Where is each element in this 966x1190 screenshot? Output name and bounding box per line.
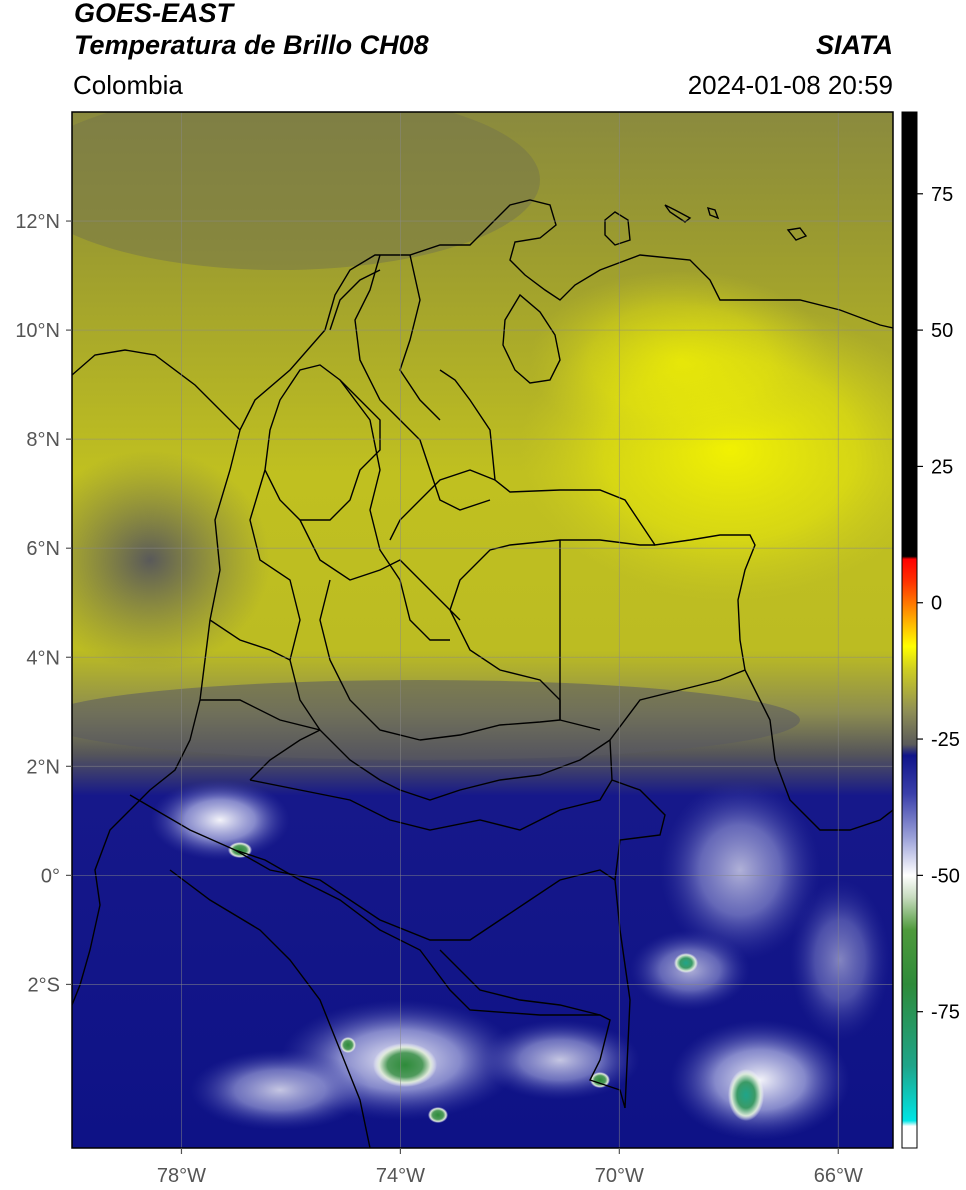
longitude-ticks: 78°W 74°W 70°W 66°W xyxy=(157,1148,863,1187)
lat-tick-label: 4°N xyxy=(26,647,60,669)
depto-3 xyxy=(399,254,441,421)
caribbean-coast xyxy=(72,199,893,432)
colorbar-tick-label: -75 xyxy=(931,1002,960,1024)
gridlines xyxy=(72,112,893,1148)
title-line2: Temperatura de Brillo CH08 xyxy=(74,30,429,60)
island-1 xyxy=(664,204,692,223)
depto-13 xyxy=(399,739,611,801)
southern-border xyxy=(129,794,626,1109)
lat-tick-label: 10°N xyxy=(15,320,60,342)
datetime-label: 2024-01-08 20:59 xyxy=(687,70,893,100)
colorbar-ticks: 75 50 25 0 -25 -50 -75 xyxy=(917,184,960,1024)
lon-tick-label: 74°W xyxy=(376,1165,425,1187)
region-label: Colombia xyxy=(73,70,183,100)
depto-11 xyxy=(419,719,561,741)
colorbar-tick-label: 0 xyxy=(931,593,942,615)
colorbar-tick-label: -25 xyxy=(931,729,960,751)
colorbar-tick-label: -50 xyxy=(931,865,960,887)
lake-maracaibo xyxy=(502,293,561,384)
lat-tick-label: 0° xyxy=(41,865,60,887)
lon-tick-label: 70°W xyxy=(595,1165,644,1187)
depto-16 xyxy=(329,269,381,331)
depto-5 xyxy=(249,469,321,731)
colorbar-tick-label: 75 xyxy=(931,184,953,206)
lat-tick-label: 12°N xyxy=(15,211,60,233)
map-frame xyxy=(71,111,894,1149)
organization-label: SIATA xyxy=(816,30,893,60)
colorbar-frame xyxy=(901,111,918,1149)
depto-7 xyxy=(319,579,421,741)
depto-15 xyxy=(389,469,496,541)
aruba-curacao xyxy=(604,211,631,246)
depto-6 xyxy=(299,519,461,621)
colorbar-tick-label: 50 xyxy=(931,320,953,342)
lon-tick-label: 66°W xyxy=(814,1165,863,1187)
colorbar xyxy=(902,112,917,1148)
peru-inner xyxy=(249,779,613,831)
depto-1 xyxy=(264,364,381,521)
colorbar-tick-label: 25 xyxy=(931,456,953,478)
venezuela-brazil xyxy=(744,669,893,831)
orinoco-border xyxy=(449,539,655,611)
eastern-border xyxy=(439,369,756,1109)
ecuador-coast xyxy=(72,809,131,1006)
lat-tick-label: 2°N xyxy=(26,756,60,778)
depto-8 xyxy=(209,619,291,661)
south-river xyxy=(439,949,601,1016)
title-line1: GOES-EAST xyxy=(74,0,234,28)
lat-tick-label: 2°S xyxy=(28,974,60,996)
latitude-ticks: 12°N 10°N 8°N 6°N 4°N 2°N 0° 2°S xyxy=(15,211,72,996)
island-3 xyxy=(786,227,808,241)
lat-tick-label: 8°N xyxy=(26,429,60,451)
pacific-coast xyxy=(129,429,241,811)
depto-14 xyxy=(249,729,321,781)
island-2 xyxy=(706,206,720,220)
lon-tick-label: 78°W xyxy=(157,1165,206,1187)
lat-tick-label: 6°N xyxy=(26,538,60,560)
depto-4 xyxy=(339,379,450,641)
peru-west xyxy=(169,869,371,1148)
